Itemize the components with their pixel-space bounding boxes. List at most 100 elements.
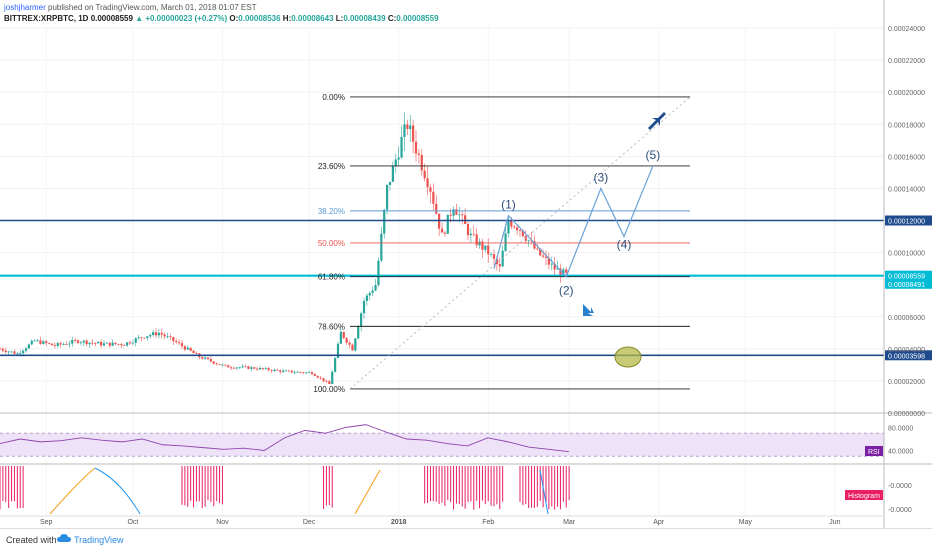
histogram-tag: Histogram <box>848 493 880 500</box>
candle-body <box>85 340 88 345</box>
candle-body <box>357 326 360 339</box>
candle-body <box>276 369 279 371</box>
candle-body <box>126 342 129 346</box>
candle-body <box>62 344 65 345</box>
price-tick-label: 0.00010000 <box>888 251 925 258</box>
candle-body <box>264 368 267 369</box>
tradingview-chart[interactable]: 0.000120000.000085590.000084910.00003598… <box>0 0 932 528</box>
candle-body <box>27 344 30 349</box>
candle-body <box>380 233 383 261</box>
candle-body <box>498 264 501 267</box>
time-tick-label: Jun <box>829 519 840 526</box>
price-label-box <box>885 215 932 226</box>
candle-body <box>553 263 556 270</box>
candle-body <box>516 227 519 231</box>
time-tick-label: Oct <box>127 519 138 526</box>
time-tick-label: May <box>739 519 753 526</box>
candle-body <box>284 370 288 372</box>
candle-body <box>0 348 2 350</box>
candle-body <box>152 332 155 336</box>
tradingview-logo-text[interactable]: TradingView <box>74 535 124 545</box>
candle-body <box>253 367 256 369</box>
candle-body <box>536 248 539 250</box>
candle-body <box>19 353 22 354</box>
candle-body <box>475 234 478 246</box>
arrow-down-right-icon <box>583 304 594 316</box>
candle-body <box>30 340 33 345</box>
candle-body <box>13 351 16 354</box>
author-link[interactable]: joshjharmer <box>4 3 46 12</box>
candle-body <box>458 214 461 216</box>
candle-body <box>521 230 524 237</box>
price-tick-label: 0.00014000 <box>888 186 925 193</box>
candle-body <box>1 348 4 351</box>
ohlc-close-label: C: <box>387 14 397 23</box>
candle-body <box>91 342 94 344</box>
candle-body <box>339 331 342 344</box>
ohlc-low: 0.00008439 <box>343 14 386 23</box>
candle-body <box>247 366 250 369</box>
candle-body <box>180 343 184 347</box>
candle-body <box>513 226 516 228</box>
candle-body <box>178 342 181 344</box>
price-tick-label: 0.00022000 <box>888 58 925 65</box>
candle-body <box>406 124 409 129</box>
price-tick-label: 0.00000000 <box>888 411 925 418</box>
candle-body <box>319 377 322 379</box>
candle-body <box>149 335 152 337</box>
candle-body <box>22 350 25 354</box>
candle-body <box>435 203 438 214</box>
time-tick-label: Apr <box>653 519 665 526</box>
candle-body <box>302 372 305 374</box>
candle-body <box>547 257 550 265</box>
price-tick-label: 0.00006000 <box>888 315 925 322</box>
candle-body <box>417 153 420 155</box>
candle-body <box>163 334 166 337</box>
candle-body <box>539 248 542 256</box>
histogram-tick-label: -0.0000 <box>888 507 912 514</box>
candle-body <box>279 370 282 372</box>
chart-header: joshjharmer published on TradingView.com… <box>4 2 904 24</box>
candle-body <box>394 159 397 166</box>
ohlc-open: 0.00008536 <box>238 14 281 23</box>
candle-body <box>293 372 296 374</box>
candle-body <box>273 369 276 371</box>
candle-body <box>192 350 195 354</box>
candle-body <box>542 255 545 257</box>
candle-body <box>97 341 100 344</box>
candle-body <box>365 295 368 301</box>
candle-body <box>533 241 536 249</box>
candle-body <box>371 290 374 293</box>
candle-body <box>296 371 299 373</box>
ohlc-high-label: H: <box>282 14 292 23</box>
wave-label: (1) <box>501 198 516 212</box>
candle-body <box>186 347 189 350</box>
candle-body <box>420 154 423 171</box>
candle-body <box>204 357 207 359</box>
candle-body <box>469 233 472 236</box>
candle-body <box>377 260 380 285</box>
candle-body <box>7 351 10 353</box>
candle-body <box>82 340 85 343</box>
candle-body <box>409 125 412 129</box>
candle-body <box>16 353 19 355</box>
candle-body <box>36 340 39 342</box>
candle-body <box>166 336 169 338</box>
target-ellipse <box>614 346 642 368</box>
fib-level-label: 38.20% <box>318 207 345 216</box>
candle-body <box>391 165 394 182</box>
candle-body <box>507 220 510 234</box>
candle-body <box>481 241 484 250</box>
time-tick-label: Sep <box>40 519 53 526</box>
candle-body <box>360 313 363 327</box>
price-change: ▲ +0.00000023 (+0.27%) <box>135 14 228 23</box>
candle-body <box>466 223 470 236</box>
candle-body <box>172 337 175 342</box>
candle-body <box>232 367 236 369</box>
ohlc-open-label: O: <box>229 14 239 23</box>
candle-body <box>42 341 45 344</box>
candle-body <box>446 214 449 234</box>
time-tick-label: Mar <box>563 519 576 526</box>
price-label-box <box>885 350 932 361</box>
time-tick-label: Feb <box>482 519 494 526</box>
